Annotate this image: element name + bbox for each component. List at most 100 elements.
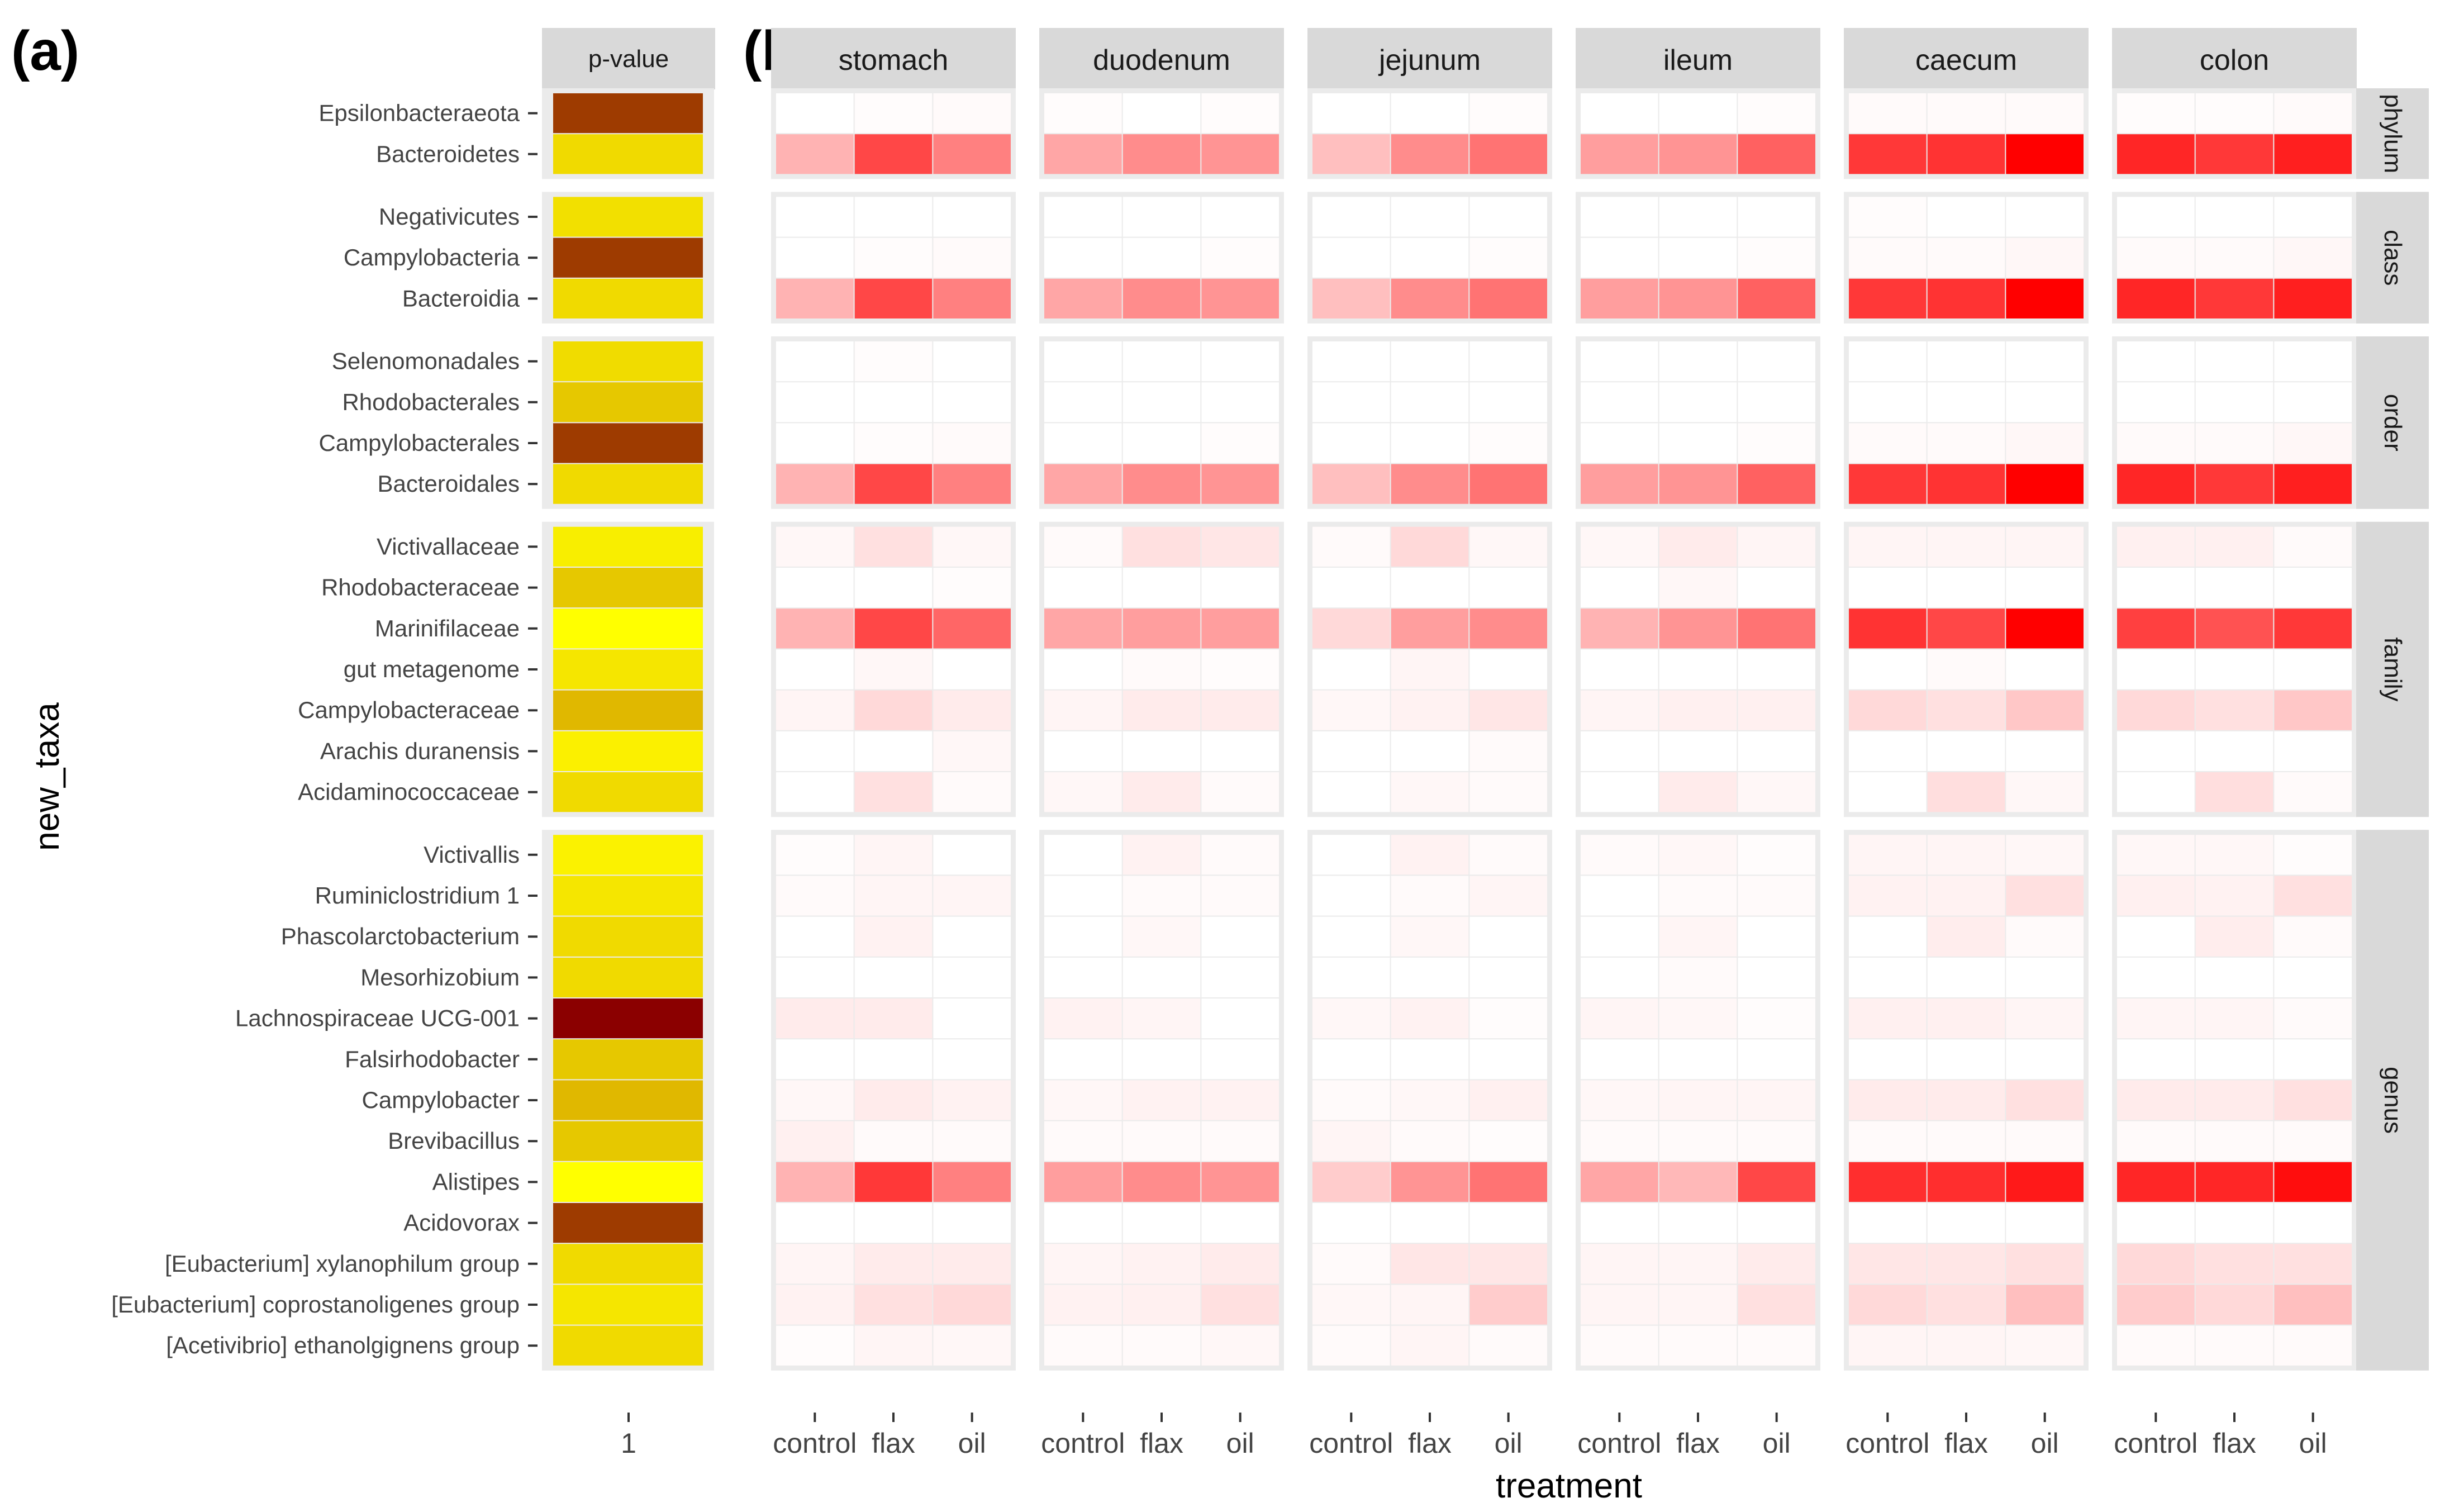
heat-cell: [776, 1121, 854, 1161]
heat-cell: [1391, 999, 1469, 1039]
heat-cell: [2006, 464, 2084, 504]
heat-cell: [1927, 835, 2005, 875]
heat-cell: [1927, 1203, 2005, 1243]
rank-strip-label: phylum: [2379, 94, 2406, 173]
taxon-label: Ruminiclostridium 1: [315, 882, 520, 909]
heat-cell: [1044, 876, 1122, 916]
heat-cell: [1391, 93, 1469, 134]
heat-cell: [933, 690, 1011, 730]
pvalue-cell: [553, 568, 703, 608]
heat-cell: [2195, 731, 2273, 771]
heat-cell: [2117, 731, 2195, 771]
heat-cell: [1849, 1244, 1927, 1284]
heat-cell: [1581, 1039, 1658, 1080]
heat-cell: [1659, 423, 1737, 463]
heat-cell: [854, 957, 933, 997]
heat-cell: [1659, 999, 1737, 1039]
heat-cell: [2006, 278, 2084, 318]
taxon-label: Selenomonadales: [332, 348, 520, 374]
heat-cell: [1927, 464, 2005, 504]
heat-cell: [2195, 341, 2273, 382]
taxon-label: Alistipes: [432, 1168, 520, 1195]
pvalue-cell: [553, 957, 703, 997]
heat-cell: [1123, 464, 1201, 504]
heat-cell: [1849, 464, 1927, 504]
heat-cell: [1391, 526, 1469, 567]
heat-cell: [1044, 1039, 1122, 1080]
pvalue-xtick: 1: [621, 1428, 636, 1459]
heat-cell: [2274, 1203, 2352, 1243]
heat-cell: [854, 382, 933, 422]
heat-cell: [1044, 999, 1122, 1039]
heat-cell: [1927, 916, 2005, 957]
heat-cell: [1201, 1162, 1279, 1202]
heat-cell: [1469, 731, 1547, 771]
heat-cell: [1123, 197, 1201, 237]
heat-cell: [1469, 1121, 1547, 1161]
heat-cell: [1391, 1325, 1469, 1366]
heat-cell: [2006, 608, 2084, 649]
heat-cell: [776, 957, 854, 997]
taxon-label: Arachis duranensis: [320, 738, 520, 764]
heat-cell: [1044, 341, 1122, 382]
heat-cell: [1469, 237, 1547, 278]
heat-cell: [1044, 134, 1122, 174]
heat-cell: [776, 1203, 854, 1243]
taxon-label: Negativicutes: [379, 203, 520, 230]
heat-cell: [854, 916, 933, 957]
heat-cell: [1044, 1080, 1122, 1120]
heat-cell: [2195, 1162, 2273, 1202]
heat-cell: [2195, 134, 2273, 174]
pvalue-cell: [553, 197, 703, 237]
heat-cell: [1312, 957, 1390, 997]
heat-cell: [2195, 957, 2273, 997]
heat-cell: [1581, 772, 1658, 812]
heat-cell: [1201, 1039, 1279, 1080]
heat-cell: [1659, 649, 1737, 690]
heat-cell: [933, 464, 1011, 504]
heat-cell: [933, 382, 1011, 422]
x-tick-label: flax: [872, 1428, 915, 1459]
heat-cell: [1123, 1162, 1201, 1202]
pvalue-cell: [553, 916, 703, 957]
heat-cell: [2274, 526, 2352, 567]
heat-cell: [1044, 1325, 1122, 1366]
heat-cell: [933, 916, 1011, 957]
heat-cell: [1849, 382, 1927, 422]
heat-cell: [1201, 464, 1279, 504]
pvalue-strip-label: p-value: [588, 45, 669, 73]
heat-cell: [1659, 93, 1737, 134]
heat-cell: [1659, 341, 1737, 382]
heat-cell: [1738, 341, 1815, 382]
heat-cell: [1312, 731, 1390, 771]
pvalue-cell: [553, 1162, 703, 1202]
heat-cell: [1738, 382, 1815, 422]
heat-cell: [854, 690, 933, 730]
heat-cell: [2117, 1244, 2195, 1284]
heat-cell: [1738, 568, 1815, 608]
heat-cell: [1581, 341, 1658, 382]
taxon-label: Bacteroidales: [378, 470, 520, 497]
heat-cell: [1044, 237, 1122, 278]
heat-cell: [1659, 1121, 1737, 1161]
heat-cell: [933, 731, 1011, 771]
site-strip-label: stomach: [839, 44, 949, 77]
heat-cell: [1581, 526, 1658, 567]
heat-cell: [933, 876, 1011, 916]
heat-cell: [2117, 1080, 2195, 1120]
heat-cell: [1927, 876, 2005, 916]
heat-cell: [1927, 731, 2005, 771]
heat-cell: [2117, 568, 2195, 608]
heat-cell: [1738, 464, 1815, 504]
heat-cell: [1044, 1162, 1122, 1202]
heat-cell: [776, 876, 854, 916]
heat-cell: [1738, 772, 1815, 812]
heat-cell: [1849, 1285, 1927, 1325]
heat-cell: [1201, 526, 1279, 567]
heat-cell: [2195, 916, 2273, 957]
heat-cell: [1391, 876, 1469, 916]
heat-cell: [2117, 237, 2195, 278]
heat-cell: [1738, 999, 1815, 1039]
taxon-label: [Eubacterium] coprostanoligenes group: [111, 1291, 520, 1318]
